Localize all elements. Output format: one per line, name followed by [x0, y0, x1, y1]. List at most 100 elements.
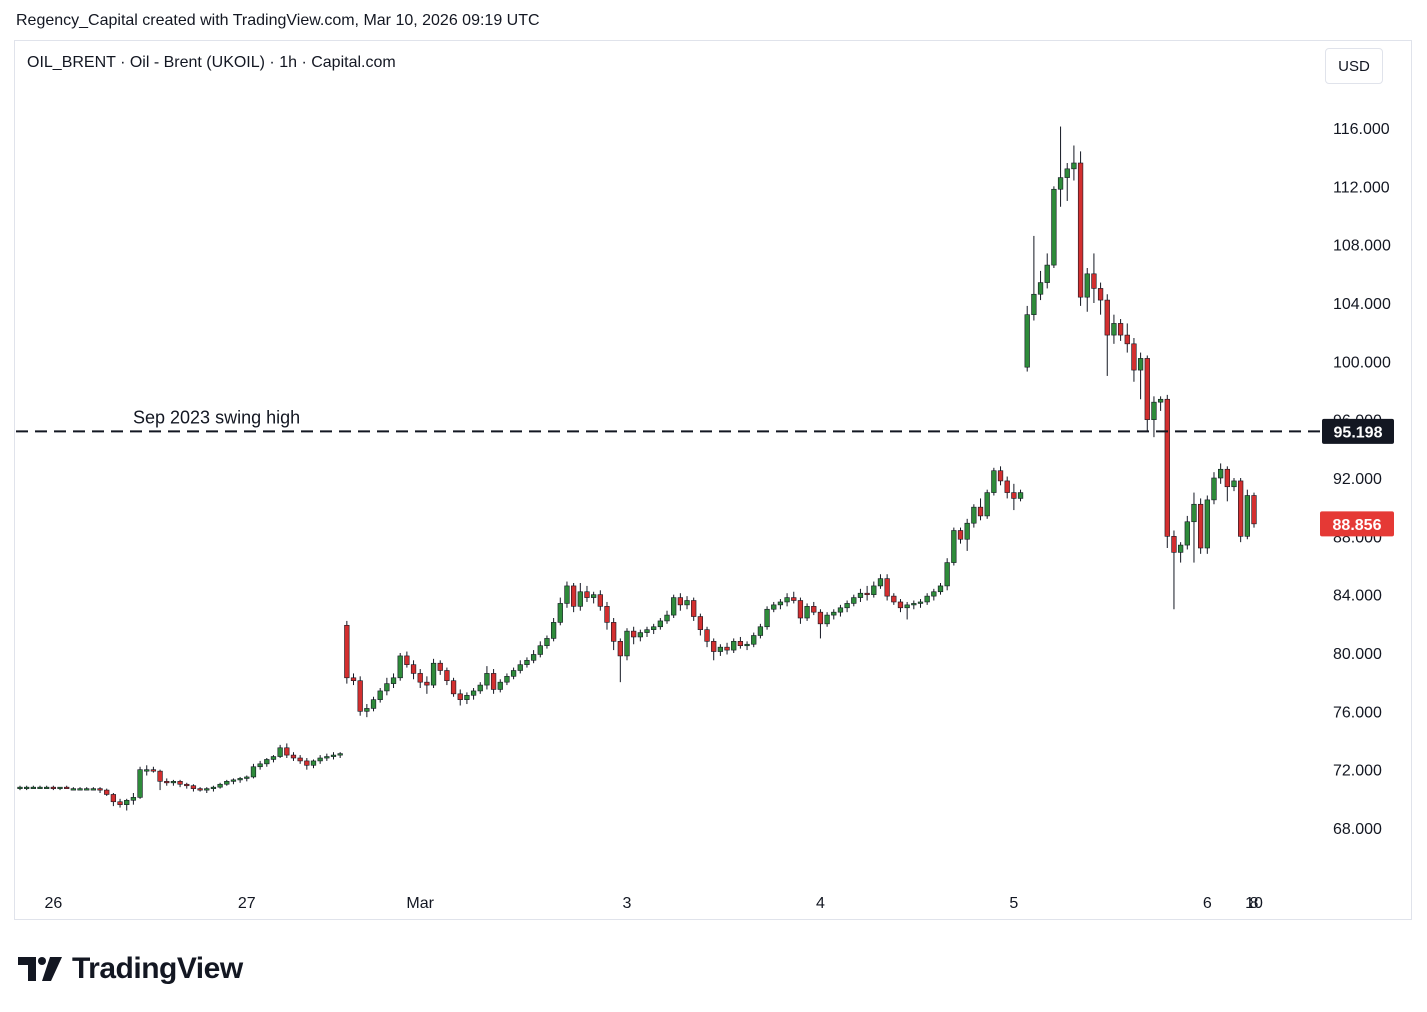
candle-body-up [230, 779, 237, 782]
candle [490, 669, 497, 694]
candle [410, 660, 417, 680]
candle [1211, 472, 1217, 505]
candle-body-down [957, 530, 964, 540]
candle [1031, 235, 1037, 321]
currency-selector[interactable]: USD [1325, 48, 1383, 84]
candle-body-up [1151, 401, 1157, 420]
candle [317, 755, 323, 764]
candle-body-down [611, 622, 617, 642]
swing-high-price-label: 95.198 [1322, 418, 1394, 444]
candle-body-down [437, 662, 443, 671]
candle-body-down [1104, 299, 1110, 336]
candle-body-up [524, 659, 530, 665]
candle [50, 785, 56, 791]
candle-body-up [217, 783, 223, 788]
candle [424, 676, 430, 694]
candle [77, 787, 83, 791]
candle-body-up [17, 786, 23, 789]
candle [604, 601, 610, 630]
candle-body-up [671, 597, 677, 616]
candle [24, 785, 30, 791]
candle [184, 782, 190, 789]
candle-body-up [831, 611, 837, 616]
candle [190, 784, 197, 792]
candle [1024, 305, 1030, 372]
candle [677, 593, 683, 611]
candle [1051, 186, 1057, 268]
candle-body-up [1071, 162, 1077, 170]
candle [877, 574, 884, 589]
candle [264, 758, 270, 767]
candle-body-down [117, 801, 123, 805]
candle [164, 778, 170, 786]
candle [550, 618, 557, 642]
candle-body-down [1004, 480, 1010, 493]
candle-body-down [864, 592, 870, 596]
candle [631, 626, 637, 645]
candle [1251, 492, 1257, 528]
candle-body-up [764, 608, 770, 628]
candle-body-down [410, 664, 417, 674]
candle [1218, 463, 1224, 484]
candle [984, 489, 990, 519]
candle-body-down [97, 788, 103, 791]
candle [671, 594, 677, 618]
candle-body-down [737, 641, 744, 647]
candle [1184, 515, 1190, 550]
price-tick-label: 92.000 [1333, 471, 1382, 488]
candle-body-up [937, 585, 944, 593]
candle [177, 779, 183, 788]
candle [557, 597, 563, 626]
candle [897, 599, 904, 613]
symbol-title[interactable]: OIL_BRENT · Oil - Brent (UKOIL) · 1h · C… [27, 54, 396, 71]
candle-body-down [417, 673, 423, 683]
candle-body-up [924, 595, 930, 603]
candle [230, 778, 237, 785]
candle [1164, 394, 1170, 548]
candle [717, 644, 724, 656]
candle-body-up [237, 778, 243, 781]
time-axis[interactable]: 26 27 Mar 3 4 5 6 810 [44, 895, 1263, 912]
candle [464, 692, 470, 705]
candle-body-down [977, 506, 984, 517]
candle [217, 782, 223, 789]
candle-body-up [751, 635, 757, 645]
candle [744, 641, 750, 651]
candle-body-up [917, 601, 924, 604]
candle-body-up [1031, 293, 1037, 315]
candle-body-up [904, 604, 910, 609]
candle [517, 660, 523, 674]
candle-body-down [457, 693, 463, 700]
candle-body-up [384, 683, 390, 692]
candle [444, 667, 450, 686]
candle [17, 785, 23, 791]
candle-body-down [604, 606, 610, 623]
candle-body-down [1198, 503, 1204, 549]
candle-body-up [517, 664, 523, 671]
candle-body-down [50, 786, 56, 789]
candle-body-up [1057, 177, 1064, 190]
candle-body-up [377, 690, 383, 700]
candle [1151, 396, 1157, 438]
candle-body-up [317, 757, 323, 762]
tradingview-logo[interactable]: TradingView [18, 952, 243, 986]
candle [617, 638, 623, 683]
candle-body-up [57, 786, 63, 789]
candle-body-up [744, 643, 750, 647]
price-axis[interactable]: 116.000112.000108.000104.000100.00096.00… [1333, 121, 1391, 838]
candle [937, 583, 944, 595]
candle [137, 766, 143, 799]
time-tick-label: 26 [44, 895, 62, 912]
candle [1177, 542, 1184, 563]
candle-body-up [1218, 468, 1224, 479]
candle [644, 626, 650, 637]
candle-body-up [277, 747, 283, 757]
candle [1117, 319, 1124, 341]
candle [237, 776, 243, 783]
candle [831, 609, 837, 620]
candle [917, 599, 924, 608]
candle [257, 760, 263, 770]
candle-body-up [124, 799, 130, 805]
candle-body-up [1084, 273, 1090, 298]
